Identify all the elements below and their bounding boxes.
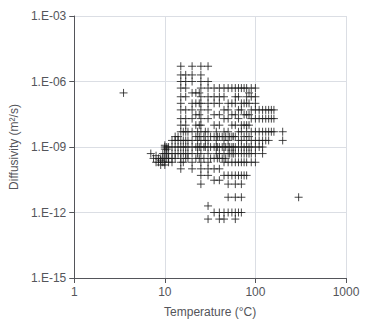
svg-text:100: 100: [245, 285, 265, 299]
svg-text:1000: 1000: [333, 285, 360, 299]
svg-text:Temperature (°C): Temperature (°C): [164, 305, 256, 319]
svg-text:10: 10: [158, 285, 172, 299]
svg-text:1: 1: [71, 285, 78, 299]
svg-text:1.E-15: 1.E-15: [31, 271, 67, 285]
svg-text:1.E-06: 1.E-06: [31, 75, 67, 89]
svg-text:1.E-03: 1.E-03: [31, 9, 67, 23]
svg-text:1.E-12: 1.E-12: [31, 206, 67, 220]
svg-text:Diffusivity (m²/s): Diffusivity (m²/s): [7, 104, 21, 190]
svg-text:1.E-09: 1.E-09: [31, 140, 67, 154]
